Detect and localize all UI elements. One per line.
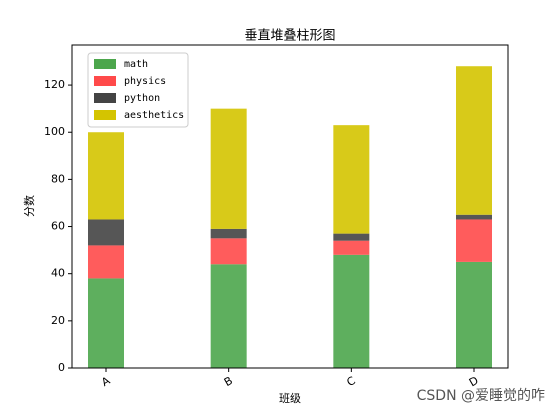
x-tick-label: C — [345, 374, 358, 389]
bar-segment — [210, 108, 247, 229]
bar-segment — [456, 66, 492, 215]
legend-label: python — [124, 93, 160, 104]
bar-segment — [88, 278, 124, 368]
bar-segment — [88, 245, 124, 279]
x-tick-label: D — [467, 374, 481, 390]
legend-label: physics — [124, 76, 166, 87]
legend-swatch — [94, 93, 116, 103]
bar-segment — [456, 261, 492, 368]
bar-segment — [333, 240, 370, 255]
bar-segment — [88, 219, 124, 246]
x-axis-label: 班级 — [279, 392, 301, 405]
y-tick-label: 20 — [51, 314, 65, 327]
y-tick-label: 60 — [51, 220, 65, 233]
y-tick-label: 80 — [51, 172, 65, 185]
legend-swatch — [94, 110, 116, 120]
bar-segment — [210, 264, 247, 368]
x-tick-label: A — [99, 374, 112, 389]
y-axis-label: 分数 — [23, 195, 36, 217]
bar-segment — [210, 228, 247, 239]
bar-segment — [333, 125, 370, 234]
bar-segment — [333, 233, 370, 241]
bar-segment — [210, 238, 247, 265]
y-tick-label: 40 — [51, 267, 65, 280]
bar-segment — [88, 132, 124, 220]
watermark: CSDN @爱睡觉的咋 — [417, 388, 545, 404]
chart-title: 垂直堆叠柱形图 — [244, 29, 335, 44]
y-tick-label: 0 — [58, 361, 65, 374]
legend-box — [87, 52, 189, 128]
bar-segment — [456, 219, 492, 262]
legend-swatch — [94, 59, 116, 69]
bar-segment — [333, 254, 370, 368]
legend-swatch — [94, 76, 116, 86]
y-tick-label: 120 — [44, 78, 65, 91]
legend-label: aesthetics — [124, 110, 184, 121]
plot-frame — [71, 44, 509, 369]
bar-segment — [456, 214, 492, 220]
legend-label: math — [124, 59, 148, 70]
y-tick-label: 100 — [44, 125, 65, 138]
x-tick-label: B — [222, 374, 235, 389]
